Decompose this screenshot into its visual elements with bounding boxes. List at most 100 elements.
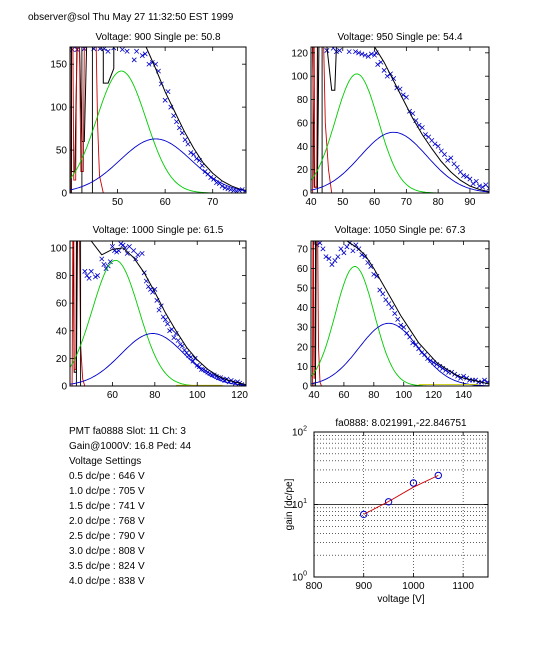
y-tick-label: 40 [297,303,309,314]
settings-row: 3.5 dc/pe : 824 V [69,561,145,572]
data-point-marker [222,185,228,191]
data-point-marker [225,186,231,192]
data-point-marker [395,316,401,322]
y-tick-exponent: 0 [303,571,307,578]
y-tick-label: 70 [297,244,309,255]
plot-3: 60 80 100 120 0 20 40 60 80 100 [50,240,248,401]
data-point-marker [114,249,120,255]
y-tick-label: 80 [297,95,309,106]
data-point-marker [401,324,407,330]
data-point-marker [410,340,416,346]
x-tick-label: 900 [355,581,372,592]
data-point-marker [346,49,352,55]
data-point-marker [145,284,151,290]
header-label: observer@sol Thu May 27 11:32:50 EST 199… [28,12,234,23]
x-tick-label: 120 [425,390,442,401]
data-point-marker [84,273,90,279]
data-point-marker [368,263,374,269]
data-point-marker [171,335,177,341]
data-point-marker [171,113,177,119]
data-point-marker [175,337,181,343]
series-pedestal [312,241,322,386]
settings-row: 0.5 dc/pe : 646 V [69,471,145,482]
data-point-marker [169,326,175,332]
data-point-marker [167,328,173,334]
gain-ped-line: Gain@1000V: 16.8 Ped: 44 [69,441,192,452]
pmt-id-line: PMT fa0888 Slot: 11 Ch: 3 [69,426,186,437]
data-point-marker [162,97,168,103]
data-point-marker [371,271,377,277]
y-tick-exponent: 2 [303,426,307,433]
data-point-marker [228,187,234,193]
x-tick-label: 70 [401,197,413,208]
data-point-marker [375,62,381,68]
x-tick-label: 60 [160,197,172,208]
x-tick-label: 100 [395,390,412,401]
data-point-marker [422,132,428,138]
data-point-marker [326,256,332,262]
series-single-pe-fit [311,266,489,386]
y-tick-label: 60 [297,118,309,129]
y-tick-label: 30 [297,323,309,334]
grid-lines [313,432,488,578]
data-point-marker [480,184,486,190]
y-tick-label: 60 [56,299,68,310]
data-point-marker [179,343,185,349]
x-tick-label: 60 [369,197,381,208]
y-tick-label: 60 [297,264,309,275]
series-second-component [70,333,246,386]
data-point-marker [194,362,200,368]
data-point-marker [95,273,101,279]
data-point-marker [383,297,389,303]
series-second-component [311,322,489,386]
data-point-marker [341,250,347,256]
data-point-marker [323,254,329,260]
measured-gain-point [384,498,393,506]
y-tick-label: 0 [61,382,67,393]
data-point-marker [211,372,217,378]
data-point-marker [134,48,140,54]
settings-row: 3.0 dc/pe : 808 V [69,546,145,557]
plot-area [360,471,442,519]
series-total-fit [312,47,489,193]
axes-frame [69,240,247,387]
settings-row: 1.5 dc/pe : 741 V [69,501,145,512]
data-point-marker [350,248,356,254]
data-point-marker [428,358,434,364]
plot-1-title: Voltage: 900 Single pe: 50.8 [95,32,221,43]
data-point-marker [174,119,180,125]
data-point-marker [473,178,479,184]
series-total-fit [72,241,246,386]
data-point-marker [135,252,141,258]
series-pedestal [71,241,86,386]
data-point-marker [228,377,234,383]
data-point-marker [122,245,128,251]
data-point-marker [82,268,88,274]
data-point-marker [454,164,460,170]
data-point-marker [133,256,139,262]
y-tick-label: 80 [56,271,68,282]
data-point-marker [99,256,105,262]
plot-2-title: Voltage: 950 Single pe: 54.4 [337,32,463,43]
data-point-marker [461,172,467,178]
series-total-fit [312,241,489,385]
x-tick-label: 100 [189,390,206,401]
plot-4: 40 60 80 100 120 140 0 10 20 30 40 50 60 70 [297,240,490,401]
data-point-marker [192,355,198,361]
x-tick-label: 70 [207,197,219,208]
plot-area [311,241,489,386]
data-point-marker [335,254,341,260]
x-tick-label: 1100 [452,581,474,592]
plot-3-title: Voltage: 1000 Single pe: 61.5 [92,225,224,236]
x-tick-label: 40 [305,197,317,208]
data-point-marker [392,311,398,316]
y-tick-label: 0 [302,382,308,393]
x-tick-label: 60 [338,390,350,401]
data-point-marker [389,305,395,311]
y-tick-label: 150 [50,60,67,71]
series-pedestal [70,47,104,193]
data-point-marker [231,187,237,193]
x-tick-label: 80 [149,390,161,401]
